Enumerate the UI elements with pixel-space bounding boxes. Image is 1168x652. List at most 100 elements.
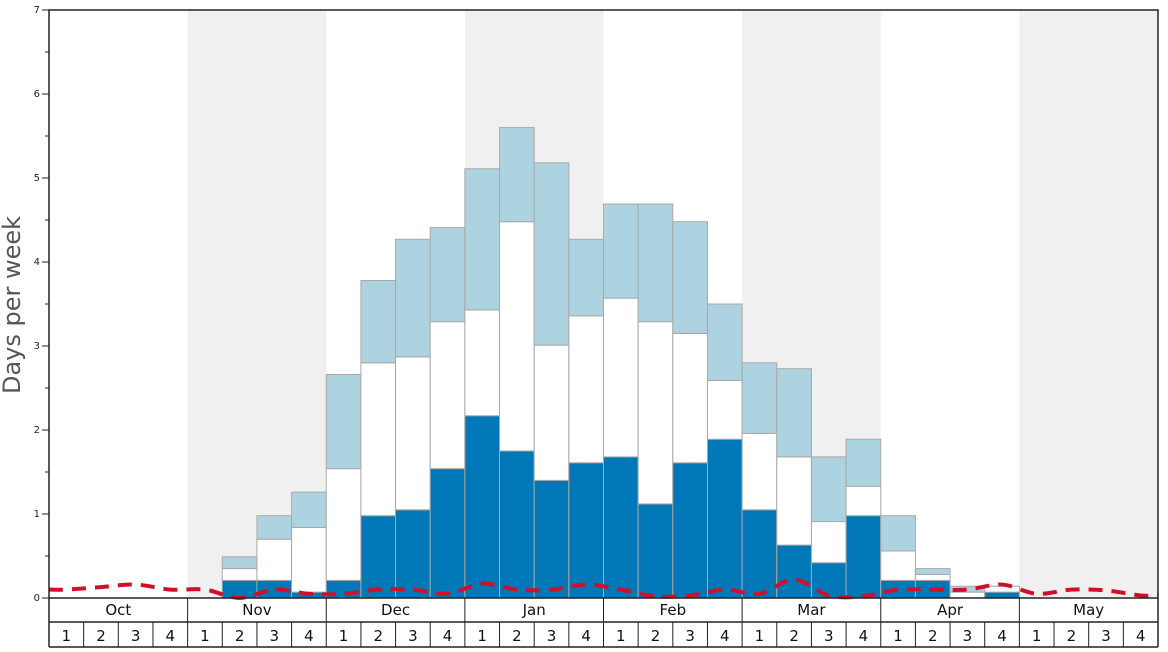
- trend-line: [48, 577, 1159, 601]
- y-tick-label: 7: [34, 5, 40, 16]
- bar-segment-19-1: [672, 462, 708, 599]
- bar-segment-16-1: [568, 462, 604, 599]
- bar-segment-26-3: [914, 568, 951, 575]
- month-label-feb: Feb: [660, 601, 687, 619]
- month-label-nov: Nov: [242, 601, 271, 619]
- bar-segment-19-2: [672, 332, 708, 464]
- month-band-may: [1019, 10, 1158, 598]
- week-label: 3: [963, 627, 973, 645]
- bar-segment-10-3: [360, 279, 397, 364]
- bar-segment-12-3: [429, 227, 466, 323]
- week-label: 3: [547, 627, 557, 645]
- month-label-may: May: [1073, 601, 1104, 619]
- week-label: 3: [824, 627, 834, 645]
- bar-segment-28-2: [984, 585, 1020, 593]
- bar-segment-18-2: [637, 321, 674, 505]
- bar-segment-25-2: [880, 550, 916, 581]
- week-label: 4: [304, 627, 314, 645]
- bar-segment-11-1: [395, 509, 431, 599]
- week-label: 2: [373, 627, 383, 645]
- bar-segment-14-1: [499, 450, 535, 599]
- month-label-dec: Dec: [381, 601, 410, 619]
- bar-segment-10-1: [360, 515, 397, 599]
- bar-segment-14-3: [499, 127, 535, 223]
- y-tick-label: 0: [34, 593, 40, 604]
- week-label: 3: [269, 627, 279, 645]
- bar-segment-12-2: [429, 321, 466, 470]
- bar-segment-17-3: [603, 203, 639, 299]
- week-label: 4: [581, 627, 591, 645]
- week-label: 2: [928, 627, 938, 645]
- bar-segment-20-1: [706, 438, 743, 599]
- week-label: 2: [789, 627, 799, 645]
- bar-segment-26-2: [914, 573, 951, 581]
- bar-segment-23-1: [810, 562, 847, 599]
- bar-segment-23-2: [810, 521, 847, 564]
- week-label: 2: [512, 627, 522, 645]
- week-label: 2: [1067, 627, 1077, 645]
- bar-segment-21-1: [741, 509, 778, 599]
- bar-segment-11-2: [395, 356, 431, 511]
- trend-line-layer: [48, 577, 1159, 601]
- bar-segment-20-2: [706, 379, 743, 440]
- bar-segment-18-3: [637, 203, 674, 323]
- bar-segment-11-3: [395, 238, 431, 358]
- bar-segment-18-1: [637, 503, 674, 599]
- bar-segment-6-1: [221, 579, 258, 599]
- month-label-oct: Oct: [105, 601, 131, 619]
- bar-segment-23-3: [810, 456, 847, 523]
- bar-segment-13-1: [464, 415, 501, 599]
- bar-segment-20-3: [706, 303, 743, 381]
- bar-segment-8-2: [291, 526, 327, 593]
- week-label: 1: [893, 627, 903, 645]
- week-label: 3: [408, 627, 418, 645]
- bar-segment-6-3: [221, 556, 258, 570]
- y-tick-label: 2: [34, 425, 40, 436]
- week-label: 3: [1101, 627, 1111, 645]
- bar-segment-9-2: [325, 468, 362, 581]
- bar-segment-28-1: [984, 591, 1020, 599]
- bar-segment-16-3: [568, 238, 604, 317]
- bar-segment-24-1: [845, 515, 882, 599]
- week-label: 1: [339, 627, 349, 645]
- bar-segment-19-3: [672, 221, 708, 334]
- month-label-apr: Apr: [937, 601, 964, 619]
- week-label: 4: [997, 627, 1007, 645]
- week-label: 1: [755, 627, 765, 645]
- week-label: 4: [166, 627, 176, 645]
- bar-segment-13-3: [464, 168, 501, 311]
- bar-segment-24-2: [845, 485, 882, 517]
- x-axis: Oct Nov Dec Jan Feb Mar Apr May 1 2 3 4 1 2 3 4 1 2 3 4 1 2 3 4…: [48, 598, 1159, 648]
- bar-segment-7-3: [256, 515, 293, 540]
- bars: [221, 127, 1020, 599]
- bar-segment-22-2: [776, 456, 812, 546]
- week-label: 4: [443, 627, 453, 645]
- week-label: 3: [131, 627, 141, 645]
- week-label: 2: [96, 627, 106, 645]
- week-label: 4: [1136, 627, 1146, 645]
- bar-segment-12-1: [429, 468, 466, 599]
- week-label: 1: [616, 627, 626, 645]
- week-label: 2: [651, 627, 661, 645]
- bar-segment-8-3: [291, 491, 327, 528]
- bar-segment-13-2: [464, 309, 501, 417]
- week-label: 1: [200, 627, 210, 645]
- month-label-jan: Jan: [522, 601, 546, 619]
- week-label: 4: [720, 627, 730, 645]
- bar-segment-15-3: [533, 162, 570, 346]
- bar-segment-21-3: [741, 362, 778, 434]
- week-label: 1: [62, 627, 72, 645]
- week-label: 3: [685, 627, 695, 645]
- bar-segment-17-1: [603, 456, 639, 599]
- bar-segment-27-2: [949, 591, 986, 599]
- bar-segment-14-2: [499, 221, 535, 452]
- y-tick-label: 5: [34, 173, 40, 184]
- y-tick-label: 6: [34, 89, 40, 100]
- y-tick-label: 3: [34, 341, 40, 352]
- bar-segment-22-1: [776, 544, 812, 599]
- y-tick-label: 4: [34, 257, 40, 268]
- bar-segment-22-3: [776, 368, 812, 458]
- bar-segment-9-3: [325, 374, 362, 470]
